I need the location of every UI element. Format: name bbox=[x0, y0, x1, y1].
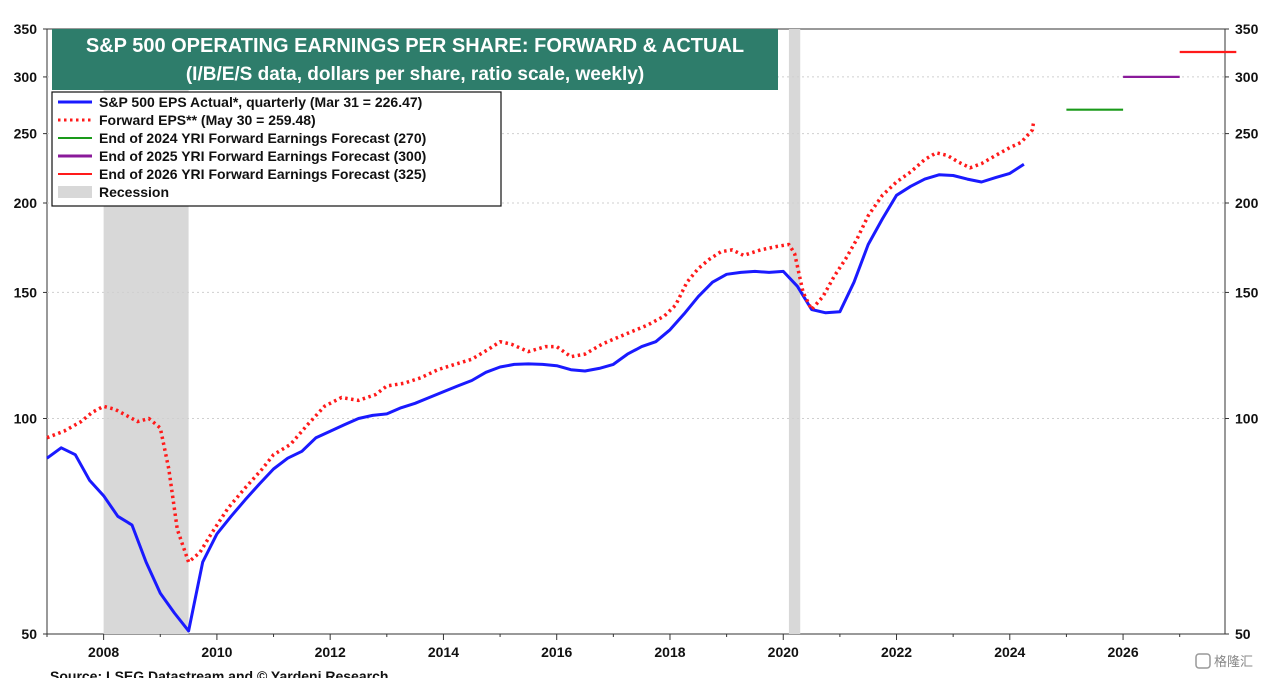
legend-swatch-recession bbox=[58, 186, 92, 198]
x-axis: 2008 2010 2012 2014 2016 2018 2020 2022 2024 2026 bbox=[46, 634, 1181, 660]
x-tick-label: 2008 bbox=[88, 644, 119, 660]
watermark-text: 格隆汇 bbox=[1214, 654, 1253, 670]
x-tick-label: 2024 bbox=[994, 644, 1025, 660]
y-tick-label-left: 300 bbox=[14, 69, 38, 85]
series-eps-actual bbox=[46, 163, 1025, 633]
chart-title: S&P 500 OPERATING EARNINGS PER SHARE: FO… bbox=[86, 35, 744, 57]
y-tick-label-left: 350 bbox=[14, 21, 38, 37]
y-tick-label-right: 200 bbox=[1235, 195, 1259, 211]
x-tick-label: 2026 bbox=[1107, 644, 1138, 660]
y-tick-label-right: 300 bbox=[1235, 69, 1259, 85]
y-tick-label-left: 100 bbox=[14, 410, 38, 426]
y-axis-right: 50 100 150 200 250 300 350 bbox=[1225, 21, 1259, 642]
recession-band bbox=[788, 29, 801, 634]
legend-label-recession: Recession bbox=[99, 184, 169, 200]
legend-label-2026: End of 2026 YRI Forward Earnings Forecas… bbox=[99, 166, 426, 182]
x-tick-label: 2012 bbox=[315, 644, 346, 660]
y-tick-label-right: 250 bbox=[1235, 126, 1259, 142]
y-tick-label-left: 200 bbox=[14, 195, 38, 211]
x-tick-label: 2014 bbox=[428, 644, 459, 660]
source-note: Source: LSEG Datastream and © Yardeni Re… bbox=[50, 668, 392, 678]
series-forward-eps bbox=[46, 121, 1036, 564]
y-tick-label-left: 50 bbox=[21, 626, 37, 642]
series-lines bbox=[46, 50, 1237, 633]
y-tick-label-right: 100 bbox=[1235, 410, 1259, 426]
legend-label-actual: S&P 500 EPS Actual*, quarterly (Mar 31 =… bbox=[99, 94, 422, 110]
y-axis-left: 50 100 150 200 250 300 350 bbox=[14, 21, 47, 642]
watermark: 格隆汇 bbox=[1195, 653, 1253, 670]
legend-box bbox=[51, 91, 502, 207]
y-tick-label-left: 250 bbox=[14, 126, 38, 142]
legend-label-2024: End of 2024 YRI Forward Earnings Forecas… bbox=[99, 130, 426, 146]
x-tick-label: 2020 bbox=[768, 644, 799, 660]
legend: S&P 500 EPS Actual*, quarterly (Mar 31 =… bbox=[51, 91, 502, 207]
x-tick-label: 2010 bbox=[201, 644, 232, 660]
x-tick-label: 2022 bbox=[881, 644, 912, 660]
x-tick-label: 2018 bbox=[654, 644, 685, 660]
y-tick-label-left: 150 bbox=[14, 284, 38, 300]
chart-subtitle: (I/B/E/S data, dollars per share, ratio … bbox=[186, 64, 644, 85]
y-tick-label-right: 150 bbox=[1235, 284, 1259, 300]
watermark-logo-icon bbox=[1195, 653, 1211, 669]
title-box bbox=[52, 29, 778, 90]
x-tick-label: 2016 bbox=[541, 644, 572, 660]
y-tick-label-right: 50 bbox=[1235, 626, 1251, 642]
legend-label-2025: End of 2025 YRI Forward Earnings Forecas… bbox=[99, 148, 426, 164]
legend-label-forward: Forward EPS** (May 30 = 259.48) bbox=[99, 112, 316, 128]
y-tick-label-right: 350 bbox=[1235, 21, 1259, 37]
